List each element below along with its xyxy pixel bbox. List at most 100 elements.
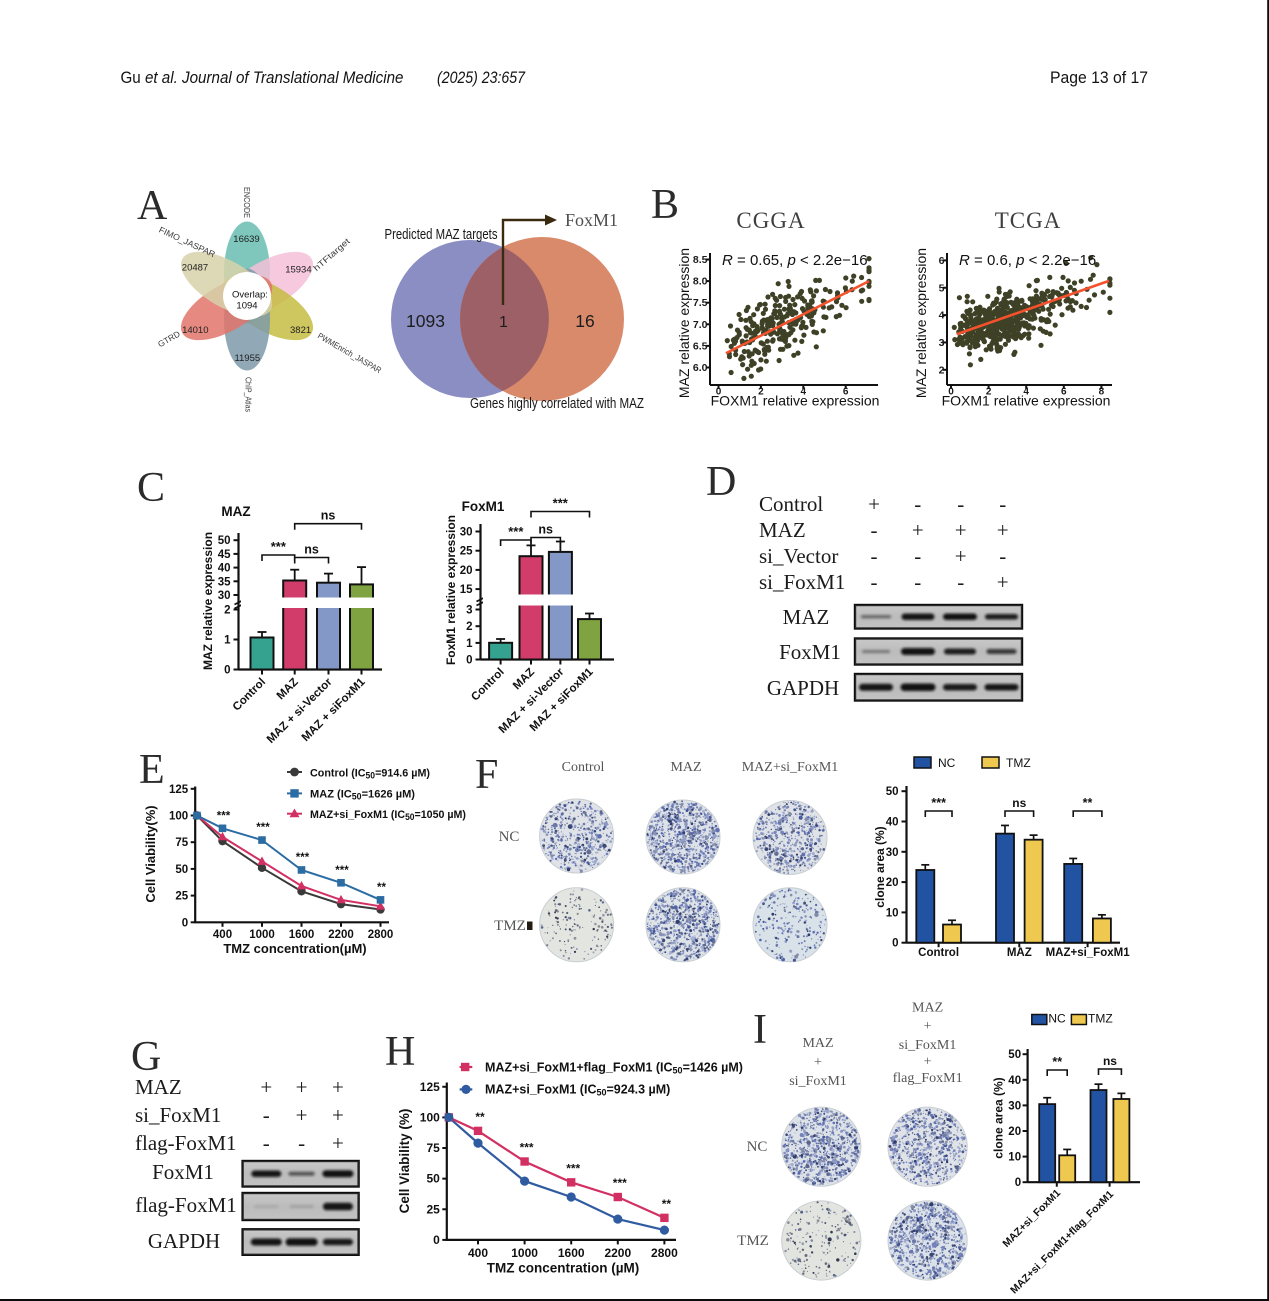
svg-text:MAZ+si_FoxM1 (IC50=1050 µM): MAZ+si_FoxM1 (IC50=1050 µM) xyxy=(310,809,466,822)
svg-text:***: *** xyxy=(217,810,231,822)
svg-text:**: ** xyxy=(475,1110,485,1124)
svg-text:R = 0.6, p < 2.2e−16: R = 0.6, p < 2.2e−16 xyxy=(959,252,1096,269)
svg-text:R = 0.65, p < 2.2e−16: R = 0.65, p < 2.2e−16 xyxy=(722,252,868,269)
svg-text:D: D xyxy=(706,459,736,505)
svg-text:+: + xyxy=(332,1075,344,1099)
svg-text:+: + xyxy=(296,1103,308,1127)
svg-text:1: 1 xyxy=(499,314,508,331)
svg-text:50: 50 xyxy=(218,535,231,547)
svg-text:Cell Viability(%): Cell Viability(%) xyxy=(143,805,158,902)
svg-text:0: 0 xyxy=(433,1233,440,1247)
svg-text:+: + xyxy=(814,1055,822,1070)
svg-text:GAPDH: GAPDH xyxy=(148,1229,220,1253)
svg-text:6.0: 6.0 xyxy=(693,362,708,374)
svg-text:-: - xyxy=(871,518,878,542)
svg-text:+: + xyxy=(924,1019,932,1034)
svg-text:A: A xyxy=(137,183,168,229)
svg-text:6.5: 6.5 xyxy=(693,340,708,352)
svg-text:Predicted MAZ targets: Predicted MAZ targets xyxy=(385,227,498,243)
svg-text:-: - xyxy=(871,570,878,594)
svg-text:50: 50 xyxy=(886,786,899,798)
svg-text:flag_FoxM1: flag_FoxM1 xyxy=(893,1071,963,1086)
svg-text:2800: 2800 xyxy=(368,929,394,941)
svg-text:TMZ: TMZ xyxy=(494,918,526,934)
svg-text:2800: 2800 xyxy=(651,1246,678,1260)
svg-text:MAZ+si_FoxM1 (IC50=924.3 µM): MAZ+si_FoxM1 (IC50=924.3 µM) xyxy=(485,1083,670,1098)
svg-text:Control: Control xyxy=(562,760,605,775)
svg-text:ns: ns xyxy=(538,523,553,537)
svg-text:Genes highly correlated with M: Genes highly correlated with MAZ xyxy=(470,396,644,412)
svg-text:0: 0 xyxy=(892,938,898,950)
svg-text:Control: Control xyxy=(918,947,959,959)
svg-text:H: H xyxy=(385,1029,415,1075)
svg-text:3: 3 xyxy=(939,337,945,349)
svg-text:FoxM1: FoxM1 xyxy=(565,210,618,230)
svg-text:75: 75 xyxy=(426,1141,440,1155)
svg-text:***: *** xyxy=(931,796,946,810)
svg-text:si_Vector: si_Vector xyxy=(759,544,838,568)
svg-text:TMZ: TMZ xyxy=(1006,756,1031,770)
svg-text:Gu et al. Journal of Translati: Gu et al. Journal of Translational Medic… xyxy=(121,68,404,87)
svg-text:***: *** xyxy=(335,865,349,877)
svg-text:B: B xyxy=(651,182,679,228)
svg-text:+: + xyxy=(296,1075,308,1099)
svg-text:MAZ: MAZ xyxy=(912,1001,943,1016)
svg-text:8: 8 xyxy=(1099,387,1105,398)
svg-text:Page 13 of 17: Page 13 of 17 xyxy=(1050,68,1148,87)
svg-text:MAZ+si_FoxM1+flag_FoxM1 (IC50=: MAZ+si_FoxM1+flag_FoxM1 (IC50=1426 µM) xyxy=(485,1060,743,1075)
svg-text:TCGA: TCGA xyxy=(995,208,1062,233)
svg-text:20487: 20487 xyxy=(182,263,208,274)
svg-text:clone area (%): clone area (%) xyxy=(873,826,887,907)
svg-text:+: + xyxy=(924,1055,932,1070)
svg-text:***: *** xyxy=(296,852,310,864)
svg-text:2: 2 xyxy=(224,605,230,617)
svg-text:**: ** xyxy=(662,1197,672,1211)
svg-text:1: 1 xyxy=(466,638,473,650)
svg-text:ns: ns xyxy=(321,509,336,523)
svg-text:MAZ: MAZ xyxy=(1007,947,1032,959)
svg-text:Control: Control xyxy=(759,492,823,516)
svg-text:***: *** xyxy=(613,1176,627,1190)
svg-text:ns: ns xyxy=(304,543,319,557)
svg-text:-: - xyxy=(914,492,921,516)
svg-text:125: 125 xyxy=(169,784,189,796)
svg-text:-: - xyxy=(263,1131,270,1155)
svg-text:+: + xyxy=(997,518,1009,542)
svg-text:2: 2 xyxy=(986,387,992,398)
svg-text:3821: 3821 xyxy=(290,325,311,336)
svg-text:CGGA: CGGA xyxy=(736,208,805,233)
svg-text:**: ** xyxy=(377,882,386,894)
svg-text:MAZ (IC50=1626 µM): MAZ (IC50=1626 µM) xyxy=(310,789,415,802)
svg-text:25: 25 xyxy=(175,891,188,903)
svg-text:NC: NC xyxy=(747,1139,768,1155)
svg-text:TMZ concentration (µM): TMZ concentration (µM) xyxy=(487,1261,640,1276)
svg-text:+: + xyxy=(955,518,967,542)
svg-text:10: 10 xyxy=(886,907,899,919)
svg-text:***: *** xyxy=(566,1161,580,1175)
svg-text:2: 2 xyxy=(758,387,764,398)
svg-text:si_FoxM1: si_FoxM1 xyxy=(759,570,845,594)
svg-text:FoxM1: FoxM1 xyxy=(462,499,505,514)
svg-text:6: 6 xyxy=(1061,387,1067,398)
svg-text:MAZ: MAZ xyxy=(759,518,806,542)
svg-text:MAZ relative expression: MAZ relative expression xyxy=(913,248,929,398)
svg-text:TMZ: TMZ xyxy=(737,1233,769,1249)
svg-text:MAZ: MAZ xyxy=(783,605,830,629)
svg-text:FOXM1 relative expression: FOXM1 relative expression xyxy=(942,393,1111,409)
svg-text:2: 2 xyxy=(939,364,945,376)
svg-text:2200: 2200 xyxy=(604,1246,631,1260)
svg-text:+: + xyxy=(332,1131,344,1155)
svg-text:Overlap:: Overlap: xyxy=(232,290,268,301)
svg-text:2200: 2200 xyxy=(328,929,354,941)
svg-text:400: 400 xyxy=(468,1246,488,1260)
svg-text:15934: 15934 xyxy=(285,265,311,276)
svg-text:400: 400 xyxy=(213,929,232,941)
svg-text:MAZ relative expression: MAZ relative expression xyxy=(676,248,692,398)
svg-text:30: 30 xyxy=(460,527,473,539)
svg-text:30: 30 xyxy=(218,590,231,602)
svg-text:75: 75 xyxy=(175,837,188,849)
svg-text:MAZ relative expression: MAZ relative expression xyxy=(201,532,215,670)
svg-text:4: 4 xyxy=(1023,387,1029,398)
svg-text:+: + xyxy=(955,544,967,568)
svg-text:TMZ concentration(µM): TMZ concentration(µM) xyxy=(223,941,366,956)
